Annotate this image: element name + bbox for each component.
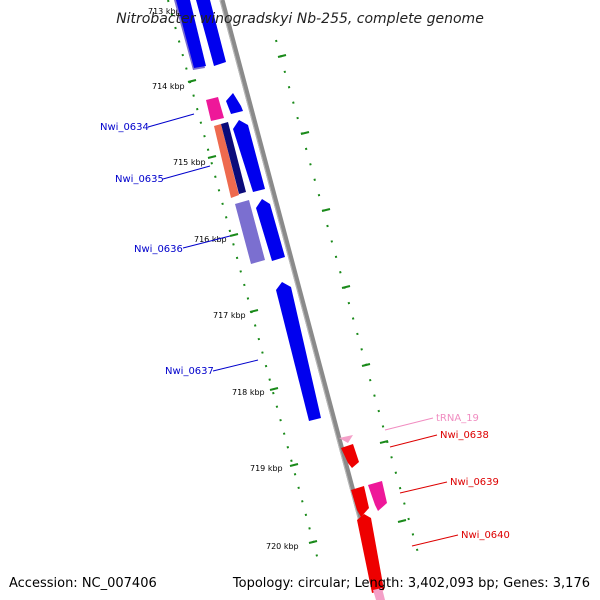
gene-label-nwi-0636: Nwi_0636 <box>134 244 183 255</box>
gene-label-nwi-0637: Nwi_0637 <box>165 366 214 377</box>
genome-backbone-highlight <box>219 0 381 600</box>
gene-label-nwi-0640: Nwi_0640 <box>461 530 510 541</box>
gene-nwi-0639-pink <box>368 481 387 511</box>
gene-nwi-0634-blue <box>226 93 243 114</box>
tick-label-718: 718 kbp <box>232 388 265 397</box>
gene-features <box>174 0 387 600</box>
tick-label-715: 715 kbp <box>173 158 206 167</box>
scale-ring-outer <box>275 39 421 561</box>
gene-nwi-0635-salmon <box>214 124 239 198</box>
tick-label-716: 716 kbp <box>194 235 227 244</box>
major-ticks-outer <box>277 54 407 523</box>
label-leaders <box>147 113 459 547</box>
gene-label-nwi-0634: Nwi_0634 <box>100 122 149 133</box>
gene-bottom-pink <box>373 588 385 600</box>
gene-label-nwi-0635: Nwi_0635 <box>115 174 164 185</box>
gene-trna-19 <box>339 435 353 443</box>
gene-nwi-0638-red <box>341 444 359 468</box>
topology-text: Topology: circular; Length: 3,402,093 bp… <box>232 576 590 591</box>
map-title: Nitrobacter winogradskyi Nb-255, complet… <box>116 11 484 27</box>
tick-label-719: 719 kbp <box>250 464 283 473</box>
gene-label-nwi-0638: Nwi_0638 <box>440 430 489 441</box>
gene-label-trna-19: tRNA_19 <box>436 413 479 424</box>
tick-label-717: 717 kbp <box>213 311 246 320</box>
tick-label-top: 713 kbp <box>148 7 181 16</box>
accession-text: Accession: NC_007406 <box>9 576 157 591</box>
major-ticks-inner <box>187 79 318 544</box>
gene-nwi-0639-red <box>351 486 369 517</box>
gene-nwi-0636-blue <box>256 199 285 261</box>
gene-nwi-0635-navy <box>221 122 246 194</box>
gene-nwi-0640-red <box>357 514 384 593</box>
gene-nwi-0635-blue <box>233 120 265 192</box>
gene-nwi-0636-violet <box>235 200 265 264</box>
tick-label-720: 720 kbp <box>266 542 299 551</box>
gene-top-blue-b <box>196 0 226 66</box>
gene-nwi-0634-pink <box>206 97 224 121</box>
tick-label-714: 714 kbp <box>152 82 185 91</box>
gene-top-blue-a <box>176 0 206 68</box>
gene-label-nwi-0639: Nwi_0639 <box>450 477 499 488</box>
gene-nwi-0637-blue <box>276 282 321 421</box>
